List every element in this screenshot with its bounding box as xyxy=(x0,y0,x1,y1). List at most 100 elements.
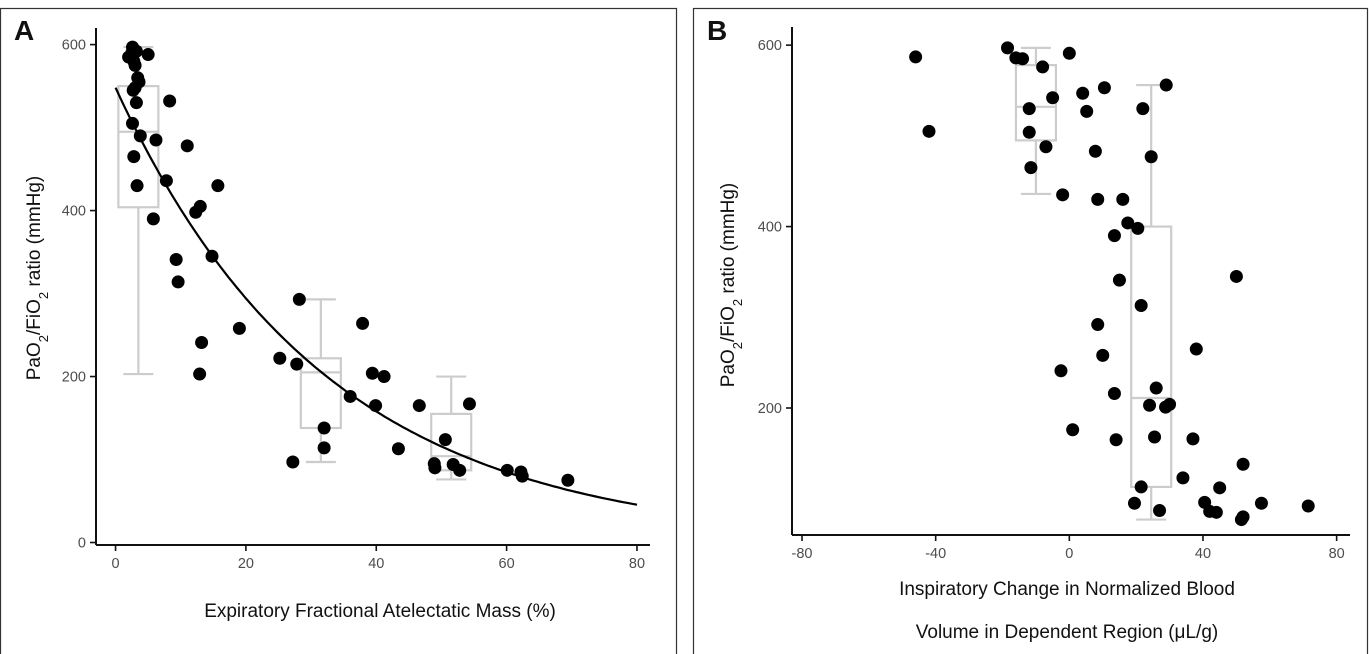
panel-b-data-point xyxy=(1066,423,1080,437)
panel-b-y-tick-label: 200 xyxy=(758,401,782,417)
panel-b-data-point xyxy=(1046,91,1060,105)
panel-b-data-point xyxy=(1213,481,1227,495)
panel-a-y-axis-label: PaO2/FiO2 ratio (mmHg) xyxy=(24,176,51,381)
panel-a-data-point xyxy=(462,397,476,411)
panel-a-data-point xyxy=(193,199,207,213)
panel-a-data-point xyxy=(438,433,452,447)
panel-b-data-point xyxy=(922,124,936,138)
panel-a-y-tick-label: 200 xyxy=(62,370,86,386)
panel-a-data-point xyxy=(292,292,306,306)
panel-a-data-point xyxy=(317,441,331,455)
panel-a-data-point xyxy=(133,129,147,143)
panel-b-data-point xyxy=(1134,298,1148,312)
panel-a-data-point xyxy=(369,399,383,413)
panel-b-data-point xyxy=(1097,81,1111,95)
panel-b-data-point xyxy=(1091,192,1105,206)
panel-b-data-point xyxy=(1209,505,1223,519)
panel-b-y-axis-label: PaO2/FiO2 ratio (mmHg) xyxy=(718,183,745,388)
panel-b-data-point xyxy=(1121,216,1135,230)
panel-a-x-tick-label: 0 xyxy=(112,556,120,572)
panel-a-data-point xyxy=(286,455,300,469)
panel-b-data-point xyxy=(1036,60,1050,74)
panel-b-data-point xyxy=(1159,78,1173,92)
panel-a-data-point xyxy=(129,96,143,110)
panel-a-data-point xyxy=(317,421,331,435)
panel-b-data-point xyxy=(1088,144,1102,158)
panel-a-data-point xyxy=(377,370,391,384)
panel-a-data-point xyxy=(356,316,370,330)
panel-a-data-point xyxy=(141,48,155,62)
panel-b-x-axis-label-line-1: Inspiratory Change in Normalized Blood xyxy=(899,579,1235,600)
panel-a-x-tick-label: 20 xyxy=(238,556,254,572)
panel-b-data-point xyxy=(1062,46,1076,60)
panel-b-x-tick-label: -80 xyxy=(792,546,813,562)
panel-b-data-point xyxy=(1096,348,1110,362)
panel-a-data-point xyxy=(365,366,379,380)
panel-b-data-point xyxy=(1176,471,1190,485)
panel-b-y-tick-label: 600 xyxy=(758,38,782,54)
panel-a-data-point xyxy=(130,179,144,193)
panel-b-data-point xyxy=(1143,398,1157,412)
panel-b-data-point xyxy=(1001,41,1015,55)
panel-b-data-point xyxy=(1148,430,1162,444)
panel-b-data-point xyxy=(1144,150,1158,164)
panel-a-x-tick-label: 40 xyxy=(368,556,384,572)
panel-a-data-point xyxy=(205,249,219,263)
panel-b-data-point xyxy=(1054,364,1068,378)
panel-a-x-tick-label: 60 xyxy=(499,556,515,572)
panel-a-data-point xyxy=(211,179,225,193)
panel-b-data-point xyxy=(1153,504,1167,518)
panel-a-data-point xyxy=(412,399,426,413)
panel-b-boxplot xyxy=(1130,83,1173,521)
panel-b-data-point xyxy=(1109,433,1123,447)
panel-a-data-point xyxy=(163,94,177,108)
panel-a-x-tick-label: 80 xyxy=(629,556,645,572)
panel-a-boxplots xyxy=(117,45,473,481)
panel-a-data-point xyxy=(171,275,185,289)
panel-b-data-point xyxy=(1301,499,1315,513)
panel-b-data-point xyxy=(1107,229,1121,243)
panel-b-data-point xyxy=(1016,52,1030,66)
panel-b-data-point xyxy=(1163,397,1177,411)
panel-b-x-tick-label: 40 xyxy=(1195,546,1211,562)
panel-a-axes: 0 20 40 60 80 0 200 400 600 xyxy=(62,28,650,572)
panel-b-x-axis-label-line-2: Volume in Dependent Region (μL/g) xyxy=(916,622,1218,643)
panel-b-data-point xyxy=(1229,269,1243,283)
panel-a-data-point xyxy=(453,463,467,477)
panel-a-data-point xyxy=(159,174,173,188)
panel-b-data-point xyxy=(1254,496,1268,510)
panel-a-data-point xyxy=(391,442,405,456)
panel-b-data-point xyxy=(1091,318,1105,332)
panel-b-data-point xyxy=(1022,125,1036,139)
panel-a-data-point xyxy=(428,461,442,475)
panel-b-data-point xyxy=(1127,496,1141,510)
panel-a-data-point xyxy=(169,253,183,267)
panel-a-data-point xyxy=(129,44,143,58)
panel-a-data-point xyxy=(290,357,304,371)
panel-b-data-point xyxy=(1107,386,1121,400)
panel-b-data-point xyxy=(1024,161,1038,175)
panel-b-data-point xyxy=(1189,342,1203,356)
panel-b-x-tick-label: -40 xyxy=(925,546,946,562)
panel-a-data-point xyxy=(343,389,357,403)
panel-a-y-tick-label: 0 xyxy=(78,536,86,552)
panel-a-y-tick-label: 600 xyxy=(62,38,86,54)
panel-a-data-point xyxy=(132,75,146,89)
panel-b-letter: B xyxy=(707,15,727,46)
panel-b-data-point xyxy=(1149,381,1163,395)
boxplot-box xyxy=(1130,225,1173,489)
panel-a-data-point xyxy=(127,150,141,164)
panel-b-data-point xyxy=(1136,102,1150,116)
panel-b-points xyxy=(909,41,1315,527)
panel-a-data-point xyxy=(515,469,529,483)
panel-a-data-point xyxy=(149,133,163,147)
panel-b-data-point xyxy=(1039,140,1053,154)
panel-b-y-tick-label: 400 xyxy=(758,220,782,236)
panel-a-frame xyxy=(0,7,678,654)
panel-b-data-point xyxy=(1080,104,1094,118)
panel-b-data-point xyxy=(1186,432,1200,446)
panel-b-data-point xyxy=(1234,513,1248,527)
panel-a-data-point xyxy=(561,473,575,487)
panel-b-boxplots xyxy=(1014,46,1173,521)
